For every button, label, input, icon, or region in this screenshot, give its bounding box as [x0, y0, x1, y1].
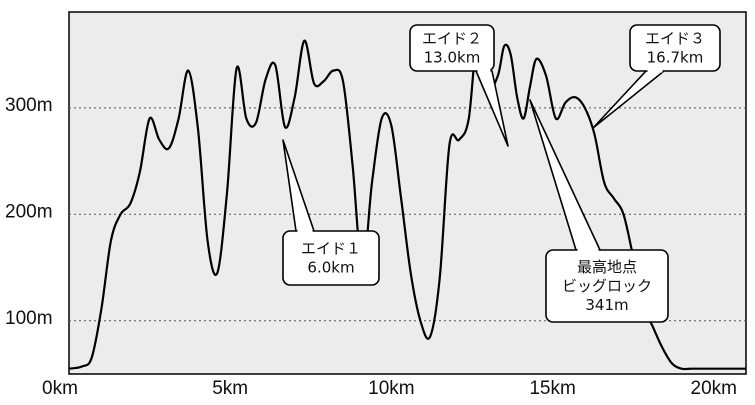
x-tick-label: 10km	[368, 378, 414, 399]
callout-text: エイド１	[301, 240, 361, 258]
callout-box	[629, 24, 721, 72]
callout-text: エイド３	[645, 30, 705, 48]
x-tick-label: 5km	[212, 378, 248, 399]
x-tick-label: 20km	[691, 378, 737, 399]
callout-box	[409, 24, 495, 72]
callout-text: 341m	[585, 296, 628, 314]
y-tick-label: 200m	[5, 201, 53, 222]
series-group	[68, 26, 746, 371]
x-axis: 0km 5km 10km 15km 20km	[42, 378, 737, 399]
x-tick-label: 0km	[42, 378, 78, 399]
callout-text: 13.0km	[424, 49, 481, 67]
callout-text: 6.0km	[307, 259, 354, 277]
elevation-line	[68, 26, 746, 371]
y-axis: 100m 200m 300m	[5, 95, 53, 329]
y-tick-label: 100m	[5, 308, 53, 329]
callout-text: 16.7km	[647, 49, 704, 67]
x-tick-label: 15km	[529, 378, 575, 399]
callout-box	[545, 249, 669, 323]
y-tick-label: 300m	[5, 95, 53, 116]
callout-text: エイド２	[422, 30, 482, 48]
callout-box	[282, 230, 380, 286]
callout-text: 最高地点	[577, 258, 637, 276]
callout-text: ビッグロック	[562, 277, 652, 295]
callouts: エイド１6.0kmエイド２13.0km最高地点ビッグロック341mエイド３16.…	[282, 24, 721, 323]
